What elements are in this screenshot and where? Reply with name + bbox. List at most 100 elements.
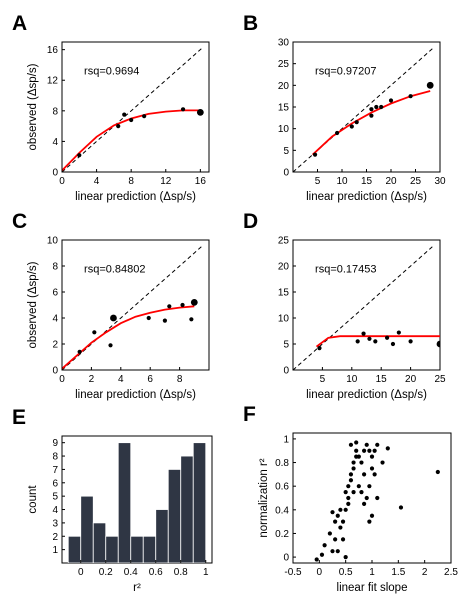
y-tick-label: 0.8 <box>275 458 289 469</box>
y-tick-label: 15 <box>278 103 290 114</box>
data-point <box>314 557 319 562</box>
data-point <box>189 317 194 322</box>
axes-frame <box>61 239 210 371</box>
data-point <box>343 554 348 560</box>
y-tick-label: 10 <box>278 314 290 325</box>
data-point <box>362 501 367 507</box>
data-point <box>312 152 318 157</box>
data-point <box>354 448 359 453</box>
data-point <box>369 513 375 518</box>
axes-frame <box>61 41 210 173</box>
data-point <box>348 478 354 483</box>
data-point <box>340 519 346 524</box>
histogram-bar <box>130 535 144 563</box>
data-point <box>364 495 369 501</box>
histogram-bar <box>105 535 119 563</box>
data-point <box>190 299 198 306</box>
y-tick-label: 15 <box>278 288 290 299</box>
data-point <box>327 531 332 536</box>
y-tick-label: 20 <box>278 81 290 92</box>
data-point <box>364 442 369 447</box>
y-axis-label: observed (Δsp/s) <box>27 261 39 348</box>
y-axis-label: normalization r² <box>258 458 270 537</box>
y-tick-label: 10 <box>47 236 59 247</box>
rsq-annotation: rsq=0.97207 <box>315 66 376 78</box>
data-point <box>372 472 377 477</box>
y-axis-label: observed (Δsp/s) <box>27 63 39 150</box>
y-tick-label: 6 <box>52 288 58 299</box>
identity-line <box>62 244 204 370</box>
data-point <box>354 120 359 125</box>
y-tick-label: 0 <box>283 168 289 179</box>
data-point <box>116 124 121 129</box>
x-tick-label: 4 <box>118 374 124 385</box>
fit-curve <box>311 90 431 156</box>
fit-curve <box>62 305 195 370</box>
y-axis-label: count <box>27 485 39 514</box>
y-tick-label: 5 <box>52 492 58 503</box>
x-tick-label: 15 <box>376 374 388 385</box>
rsq-annotation: rsq=0.9694 <box>84 66 139 78</box>
data-point <box>362 448 367 453</box>
x-axis-label: linear prediction (Δsp/s) <box>75 389 196 401</box>
plot-area <box>67 442 207 563</box>
data-point <box>346 501 351 507</box>
identity-line <box>293 244 435 370</box>
data-point <box>340 537 346 542</box>
panel-a: A 0 4 8 12 16 0 4 8 12 16 linear prediction (Δsp/s)… <box>12 12 210 203</box>
axes-frame <box>292 239 441 371</box>
x-tick-label: 10 <box>336 176 348 187</box>
y-tick-label: 10 <box>278 124 290 135</box>
data-point <box>367 519 372 524</box>
fit-curve <box>315 335 440 348</box>
x-axis-label: linear fit slope <box>337 582 408 594</box>
y-tick-label: 8 <box>52 262 58 273</box>
data-point <box>369 107 374 112</box>
x-tick-label: 20 <box>405 374 417 385</box>
data-point <box>335 130 340 136</box>
data-point <box>436 340 440 348</box>
x-tick-label: 2 <box>422 567 428 578</box>
rsq-annotation: rsq=0.17453 <box>315 264 376 276</box>
y-tick-label: 12 <box>47 76 59 87</box>
data-point <box>180 302 185 308</box>
x-tick-label: 4 <box>94 176 100 187</box>
data-point <box>180 107 186 112</box>
y-tick-label: 16 <box>47 45 59 56</box>
y-tick-label: 0 <box>283 366 289 377</box>
y-tick-label: 0 <box>283 553 289 564</box>
histogram-bar <box>67 535 82 563</box>
panel-letter: F <box>243 403 256 426</box>
y-tick-label: 2 <box>52 532 58 543</box>
data-point <box>367 336 372 341</box>
x-tick-label: 5 <box>320 374 326 385</box>
data-point <box>343 507 348 512</box>
panel-e: E 0 0.2 0.4 0.6 0.8 1 1 2 3 4 5 6 7 8 9 r² count <box>12 406 213 594</box>
x-tick-label: 0 <box>317 567 323 578</box>
x-tick-label: 0 <box>59 176 65 187</box>
x-tick-label: 1 <box>369 567 375 578</box>
x-tick-label: 0.2 <box>99 567 113 578</box>
data-point <box>349 124 354 129</box>
data-point <box>398 505 404 510</box>
axes-frame <box>292 432 452 564</box>
y-tick-label: 5 <box>283 340 289 351</box>
data-point <box>408 339 413 344</box>
data-point <box>330 549 335 554</box>
y-tick-label: 30 <box>278 38 290 49</box>
data-point <box>379 104 384 110</box>
data-point <box>348 472 354 477</box>
data-point <box>351 489 356 495</box>
data-point <box>369 454 375 459</box>
histogram-bar <box>155 509 169 563</box>
data-point <box>356 454 361 459</box>
panel-letter: A <box>12 12 27 35</box>
x-tick-label: 25 <box>434 374 446 385</box>
data-point <box>373 339 378 344</box>
x-axis-label: linear prediction (Δsp/s) <box>75 191 196 203</box>
x-tick-label: 1 <box>203 567 209 578</box>
data-point <box>129 117 134 123</box>
data-point <box>374 104 379 110</box>
y-tick-label: 7 <box>52 465 58 476</box>
